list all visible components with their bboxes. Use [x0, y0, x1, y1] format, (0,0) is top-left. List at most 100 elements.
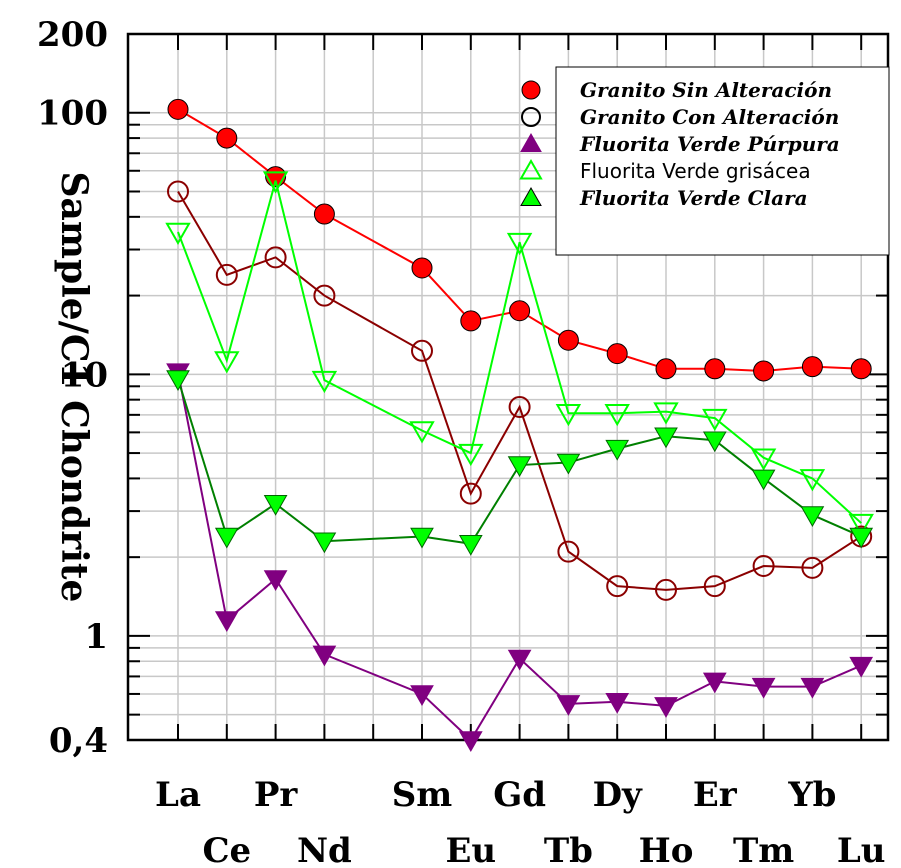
data-point	[849, 527, 874, 549]
series-1	[167, 180, 873, 601]
data-point	[263, 570, 288, 592]
data-point	[312, 532, 337, 554]
data-point	[458, 535, 483, 556]
data-point	[655, 578, 677, 601]
y-axis-title: Sample/C1 Chondrite	[53, 172, 95, 603]
data-point	[166, 370, 190, 391]
data-point	[509, 300, 531, 322]
legend-label: Fluorita Verde Púrpura	[579, 132, 840, 156]
series-line	[177, 371, 862, 742]
data-point	[751, 469, 776, 491]
data-point	[557, 540, 580, 563]
x-tick-label: Tm	[733, 831, 794, 868]
legend-label: Granito Con Alteración	[580, 105, 839, 129]
legend-marker	[519, 158, 543, 180]
x-tick-label: Er	[693, 775, 738, 815]
legend-marker	[521, 80, 541, 100]
data-point	[800, 506, 825, 527]
data-point	[605, 693, 630, 714]
x-tick-label: Eu	[445, 831, 496, 868]
data-point	[410, 527, 434, 549]
x-tick-label: Tb	[544, 831, 593, 868]
data-point	[214, 611, 239, 633]
data-point	[654, 697, 678, 718]
data-point	[264, 246, 287, 269]
data-point	[703, 575, 726, 598]
series-layer	[165, 98, 874, 753]
data-point	[555, 403, 582, 427]
data-point	[508, 396, 531, 419]
data-point	[458, 443, 484, 467]
data-point	[459, 482, 482, 505]
data-point	[409, 421, 435, 444]
data-point	[165, 222, 191, 246]
data-point	[752, 555, 775, 578]
data-point	[411, 339, 433, 362]
data-point	[167, 98, 189, 120]
data-point	[214, 527, 239, 549]
x-tick-label: Yb	[787, 775, 836, 815]
legend: Granito Sin Alteración Granito Con Altera…	[519, 66, 890, 256]
data-point	[214, 351, 240, 374]
data-point	[506, 232, 533, 256]
data-point	[460, 310, 482, 332]
data-point	[653, 402, 679, 425]
data-point	[458, 731, 483, 753]
data-point	[556, 695, 581, 716]
legend-label: Fluorita Verde grisácea	[580, 159, 811, 183]
data-point	[799, 469, 826, 492]
series-0	[167, 98, 872, 382]
legend-label: Granito Sin Alteración	[580, 78, 832, 102]
data-point	[411, 257, 433, 279]
data-point	[849, 656, 874, 678]
x-tick-label: Lu	[837, 831, 886, 868]
y-tick-label: 200	[37, 15, 108, 55]
data-point	[606, 343, 628, 365]
x-tick-label: Dy	[593, 775, 643, 815]
x-tick-label: Sm	[392, 775, 453, 815]
x-tick-label: Ho	[639, 831, 694, 868]
data-point	[654, 427, 678, 449]
data-point	[312, 645, 337, 667]
data-point	[801, 356, 823, 378]
y-tick-labels: 200 100 10 1 0,4	[37, 15, 108, 761]
legend-marker	[521, 107, 541, 127]
data-point	[604, 403, 630, 427]
data-point	[606, 575, 629, 598]
data-point	[556, 453, 581, 475]
data-point	[507, 456, 532, 478]
data-point	[605, 439, 630, 461]
data-point	[311, 370, 338, 394]
data-point	[507, 649, 532, 671]
data-point	[751, 677, 776, 699]
x-tick-label: Ce	[202, 831, 251, 868]
data-point	[801, 556, 824, 579]
data-point	[263, 495, 288, 516]
data-point	[655, 358, 677, 380]
x-tick-label: Pr	[254, 775, 299, 815]
series-2	[166, 363, 874, 753]
data-point	[800, 677, 825, 699]
data-point	[557, 329, 579, 351]
data-point	[702, 408, 728, 432]
y-tick-label: 10	[61, 355, 108, 395]
data-point	[313, 203, 335, 225]
data-point	[167, 180, 189, 203]
data-point	[704, 358, 726, 380]
data-point	[702, 672, 727, 694]
x-tick-label: Gd	[493, 775, 546, 815]
legend-label: Fluorita Verde Clara	[579, 186, 808, 210]
data-point	[410, 685, 434, 706]
y-tick-label: 100	[37, 94, 108, 134]
y-tick-label: 1	[84, 617, 108, 657]
data-point	[750, 448, 777, 471]
series-line	[177, 180, 862, 524]
data-point	[702, 431, 727, 453]
legend-box	[555, 66, 890, 256]
data-point	[850, 358, 872, 380]
legend-marker	[520, 186, 542, 206]
y-tick-label: 0,4	[49, 721, 108, 761]
data-point	[753, 360, 775, 382]
